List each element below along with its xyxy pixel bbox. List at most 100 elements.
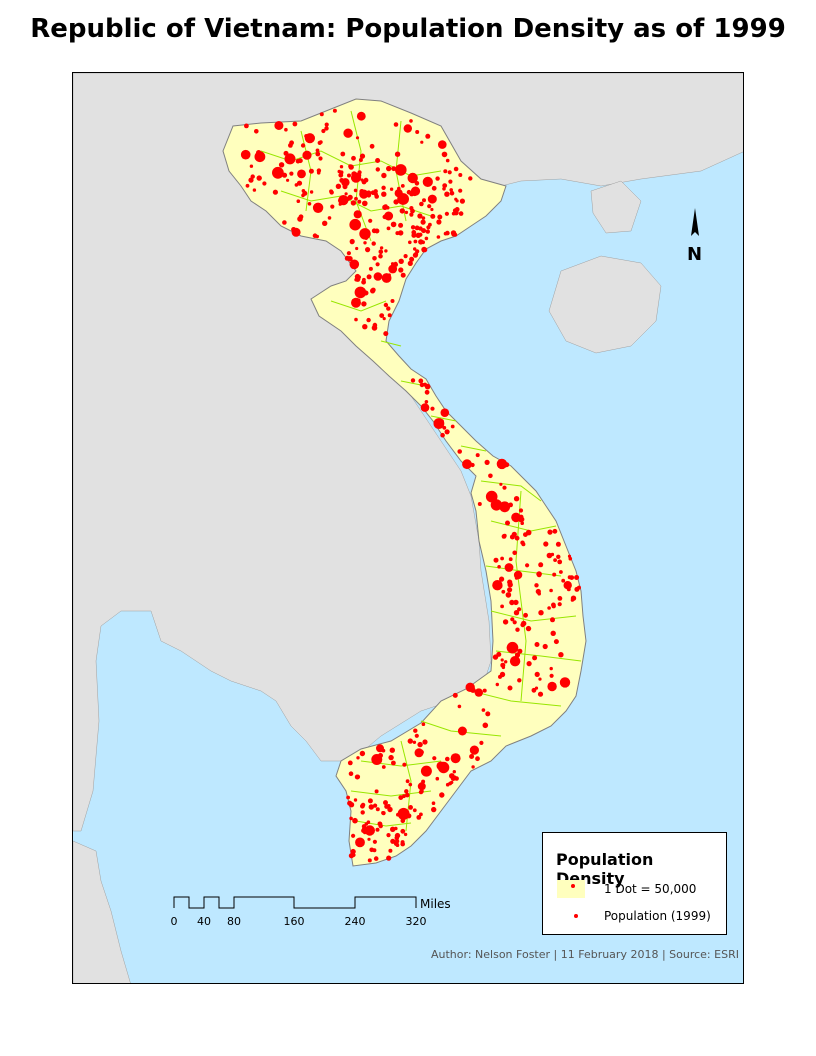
population-dot xyxy=(403,254,408,259)
population-dot xyxy=(248,177,254,183)
population-dot xyxy=(348,164,354,170)
population-dot xyxy=(351,171,357,177)
population-dot xyxy=(418,232,423,237)
population-dot xyxy=(410,208,415,214)
population-dot xyxy=(368,266,373,271)
population-dot xyxy=(284,153,296,165)
population-dot xyxy=(499,501,511,513)
population-dot xyxy=(500,662,506,668)
population-dot xyxy=(388,754,394,761)
population-dot xyxy=(373,272,383,281)
population-dot xyxy=(559,570,563,574)
population-dot xyxy=(440,408,450,418)
population-dot xyxy=(471,765,475,769)
population-dot xyxy=(412,252,418,258)
population-dot xyxy=(374,194,380,199)
population-dot xyxy=(436,235,441,239)
population-dot xyxy=(244,123,249,129)
map-frame: N xyxy=(72,72,744,984)
population-dot xyxy=(335,183,342,189)
population-dot xyxy=(344,192,348,196)
population-dot xyxy=(567,575,572,580)
population-dot xyxy=(382,317,386,321)
population-dot xyxy=(416,815,422,820)
population-dot xyxy=(289,171,294,176)
population-dot xyxy=(499,576,505,582)
population-dot xyxy=(410,378,416,383)
population-dot xyxy=(508,557,513,562)
population-dot xyxy=(538,610,544,616)
population-dot xyxy=(352,817,358,824)
population-dot xyxy=(355,136,360,140)
population-dot xyxy=(356,111,366,121)
population-dot xyxy=(521,542,526,547)
population-dot xyxy=(425,229,430,234)
population-dot xyxy=(398,268,402,272)
population-dot xyxy=(492,580,503,591)
population-dot xyxy=(512,550,517,556)
map-legend: Population Density 1 Dot = 50,000 Popula… xyxy=(542,832,727,935)
population-dot xyxy=(362,200,368,207)
population-dot xyxy=(366,317,371,323)
population-dot xyxy=(304,133,315,144)
population-dot xyxy=(430,213,436,219)
population-dot xyxy=(394,826,398,831)
population-dot xyxy=(421,228,427,234)
population-dot xyxy=(525,529,532,536)
population-dot xyxy=(448,179,453,184)
population-dot xyxy=(353,798,358,802)
red-dot-icon xyxy=(574,914,578,918)
population-dot xyxy=(376,744,384,753)
population-dot xyxy=(502,619,509,625)
population-dot xyxy=(373,803,378,808)
population-dot xyxy=(414,733,419,738)
population-dot xyxy=(379,313,385,318)
population-dot xyxy=(377,821,383,827)
population-dot xyxy=(462,459,472,470)
population-dot xyxy=(400,828,406,834)
population-dot xyxy=(546,552,553,559)
population-dot xyxy=(338,195,349,206)
population-dot xyxy=(517,648,523,654)
population-dot xyxy=(431,806,437,813)
population-dot xyxy=(368,804,374,810)
population-dot xyxy=(346,795,350,800)
population-dot xyxy=(505,520,510,526)
population-dot xyxy=(444,429,450,435)
population-dot xyxy=(420,140,424,144)
population-dot xyxy=(417,213,423,219)
population-dot xyxy=(458,211,464,216)
population-dot xyxy=(457,704,462,709)
population-dot xyxy=(485,490,498,503)
population-dot xyxy=(438,140,447,149)
population-dot xyxy=(458,188,463,193)
population-dot xyxy=(399,208,405,214)
population-dot xyxy=(386,855,392,861)
population-dot xyxy=(421,216,426,220)
population-dot xyxy=(308,168,314,174)
population-dot xyxy=(364,825,375,836)
population-dot xyxy=(420,765,432,777)
population-dot xyxy=(419,382,425,388)
population-dot xyxy=(452,770,456,774)
population-dot xyxy=(384,804,389,809)
population-dot xyxy=(292,121,298,127)
population-dot xyxy=(408,805,413,810)
population-dot xyxy=(534,671,540,678)
population-dot xyxy=(432,756,437,761)
population-dot xyxy=(386,306,391,311)
population-dot xyxy=(444,191,450,197)
population-dot xyxy=(339,178,345,183)
population-dot xyxy=(537,573,542,578)
population-dot xyxy=(390,221,397,228)
population-dot xyxy=(566,587,571,592)
population-dot xyxy=(424,383,431,390)
population-dot xyxy=(286,178,290,182)
population-dot xyxy=(520,521,524,525)
population-dot xyxy=(407,260,413,266)
population-dot xyxy=(430,406,435,411)
population-dot xyxy=(501,589,506,594)
population-dot xyxy=(458,173,463,177)
scale-tick-label: 320 xyxy=(405,915,427,928)
population-dot xyxy=(368,218,373,223)
